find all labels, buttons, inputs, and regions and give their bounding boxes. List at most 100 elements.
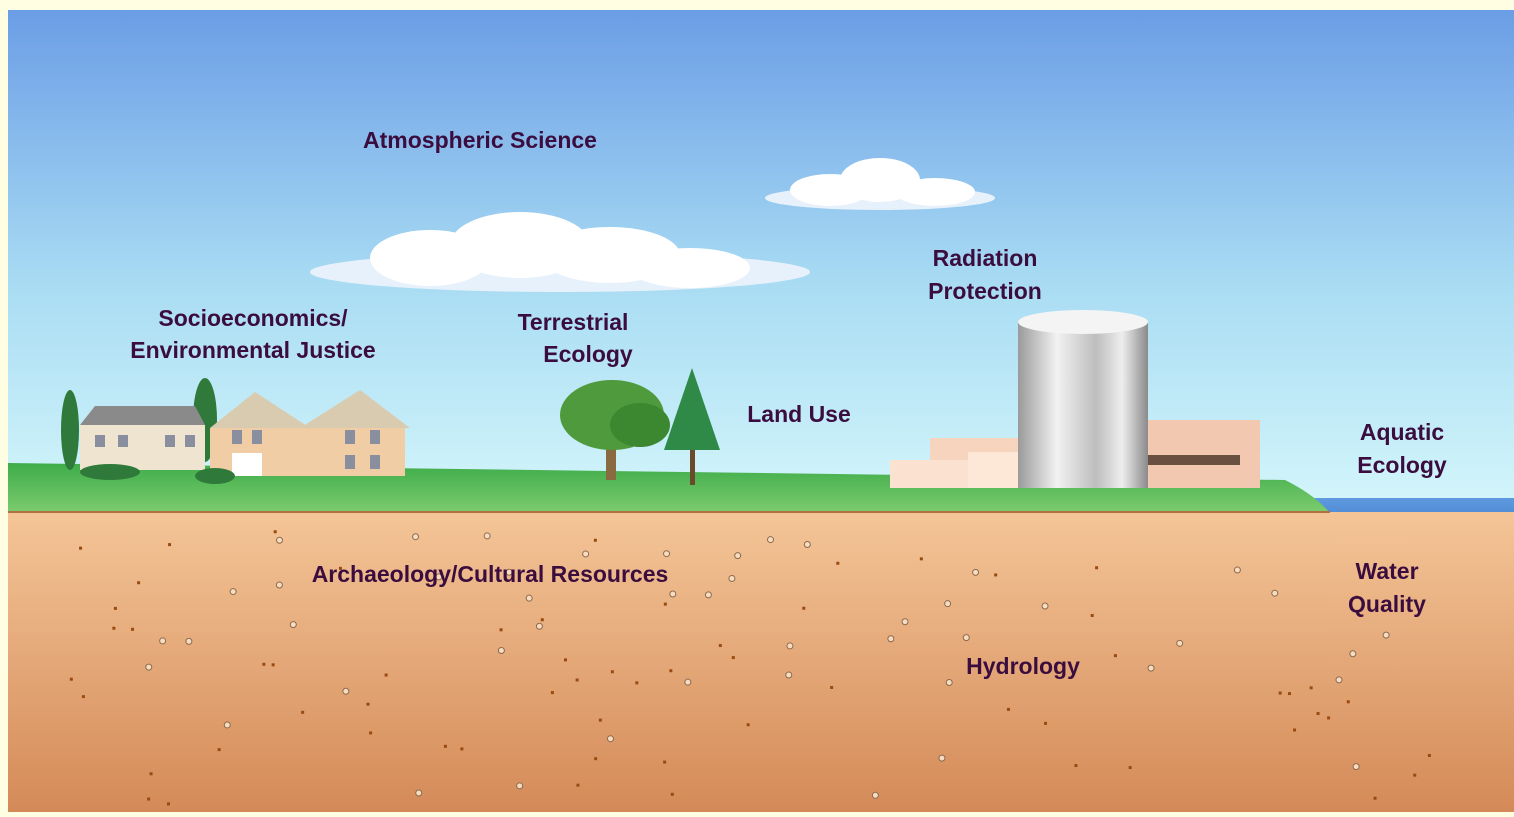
pebble	[920, 557, 923, 560]
pebble	[366, 703, 369, 706]
pebble	[82, 695, 85, 698]
pebble	[888, 636, 894, 642]
pebble	[664, 603, 667, 606]
pebble	[664, 551, 670, 557]
label: Land Use	[747, 401, 851, 427]
pebble	[276, 582, 282, 588]
pebble	[500, 628, 503, 631]
pebble	[277, 537, 283, 543]
pebble	[735, 553, 741, 559]
pebble	[1288, 692, 1291, 695]
pebble	[963, 635, 969, 641]
pebble	[902, 619, 908, 625]
pebble	[786, 672, 792, 678]
pebble	[1042, 603, 1048, 609]
pebble	[670, 591, 676, 597]
pebble	[946, 679, 952, 685]
pebble	[719, 644, 722, 647]
pebble	[160, 638, 166, 644]
pebble	[802, 607, 805, 610]
pebble	[1074, 764, 1077, 767]
pebble	[1279, 692, 1282, 695]
label-line: Ecology	[543, 341, 633, 367]
pebble	[1234, 567, 1240, 573]
pebble	[607, 736, 613, 742]
pebble	[460, 747, 463, 750]
pebble	[1383, 632, 1389, 638]
pebble	[79, 547, 82, 550]
pebble	[804, 541, 810, 547]
pebble	[1129, 766, 1132, 769]
pebble	[1148, 665, 1154, 671]
pebble	[290, 622, 296, 628]
pebble	[1317, 712, 1320, 715]
pebble	[576, 678, 579, 681]
pebble	[70, 678, 73, 681]
pebble	[594, 757, 597, 760]
label-line: Quality	[1348, 591, 1426, 617]
pebble	[137, 581, 140, 584]
pebble	[1091, 614, 1094, 617]
pebble	[1095, 566, 1098, 569]
pebble	[498, 648, 504, 654]
pebble	[224, 722, 230, 728]
pebble	[218, 748, 221, 751]
pebble	[1336, 677, 1342, 683]
pebble	[994, 573, 997, 576]
pebble	[830, 686, 833, 689]
label-line: Land Use	[747, 401, 851, 427]
pebble	[301, 711, 304, 714]
pebble	[1177, 640, 1183, 646]
pebble	[484, 533, 490, 539]
pebble	[274, 530, 277, 533]
pebble	[517, 783, 523, 789]
pebble	[611, 670, 614, 673]
label-line: Ecology	[1357, 452, 1447, 478]
pebble	[444, 745, 447, 748]
pebble	[114, 607, 117, 610]
pebble	[872, 792, 878, 798]
pebble	[369, 731, 372, 734]
pebble	[1353, 764, 1359, 770]
pebble	[131, 628, 134, 631]
pebble	[112, 627, 115, 630]
pebble	[167, 802, 170, 805]
pebble	[685, 679, 691, 685]
pebble	[1350, 651, 1356, 657]
pebble	[599, 719, 602, 722]
pebble	[385, 674, 388, 677]
pebble	[1310, 686, 1313, 689]
pebble	[583, 551, 589, 557]
pebble	[146, 664, 152, 670]
pebble	[729, 575, 735, 581]
pebble	[732, 656, 735, 659]
pebble	[147, 798, 150, 801]
page: Atmospheric Science RadiationProtection …	[0, 0, 1514, 817]
pebble	[836, 562, 839, 565]
pebble	[1114, 654, 1117, 657]
pebble	[576, 784, 579, 787]
pebble	[973, 569, 979, 575]
label-line: Protection	[928, 278, 1042, 304]
pebble	[1044, 722, 1047, 725]
label-line: Atmospheric Science	[363, 127, 597, 153]
label-line: Socioeconomics/	[158, 305, 348, 331]
pebble	[787, 643, 793, 649]
pebble	[186, 638, 192, 644]
label-line: Radiation	[933, 245, 1038, 271]
pebble	[150, 772, 153, 775]
pebble	[663, 761, 666, 764]
label: Archaeology/Cultural Resources	[312, 561, 669, 587]
pebble	[594, 539, 597, 542]
scene: Atmospheric Science RadiationProtection …	[0, 0, 1514, 817]
label-line: Aquatic	[1360, 419, 1445, 445]
pebble	[671, 793, 674, 796]
soil	[8, 512, 1514, 812]
pebble	[262, 663, 265, 666]
pebble	[705, 592, 711, 598]
pebble	[669, 669, 672, 672]
label-line: Terrestrial	[518, 309, 629, 335]
label-line: Hydrology	[966, 653, 1080, 679]
pebble	[1293, 729, 1296, 732]
pebble	[768, 537, 774, 543]
